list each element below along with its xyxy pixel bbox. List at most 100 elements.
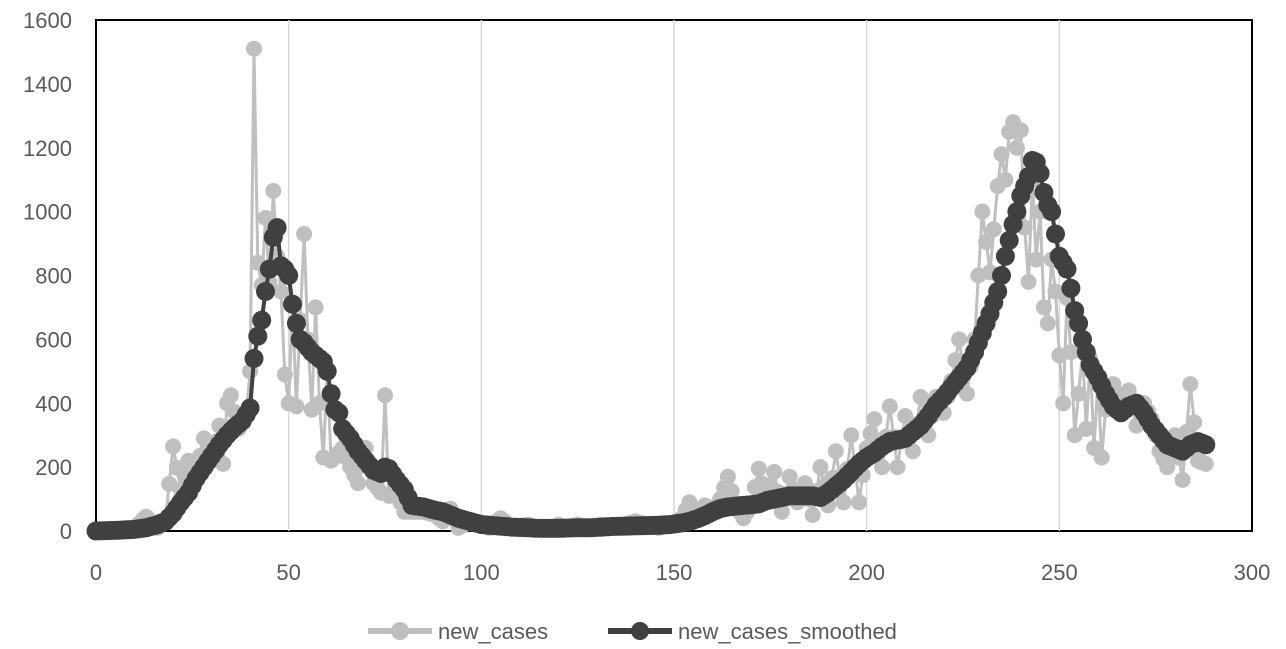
data-point-new-cases-smoothed [329,403,349,423]
data-point-new-cases-smoothed [1046,224,1065,244]
data-point-new-cases [276,366,293,383]
legend: new_cases new_cases_smoothed [368,619,897,644]
data-point-new-cases-smoothed [252,310,272,330]
data-point-new-cases [1028,251,1045,268]
data-point-new-cases-smoothed [317,361,337,381]
data-point-new-cases [222,387,239,404]
legend-label-new-cases-smoothed: new_cases_smoothed [678,619,897,644]
data-point-new-cases [835,494,852,511]
data-point-new-cases [904,443,921,460]
data-point-new-cases-smoothed [240,398,260,418]
x-tick-label: 0 [90,560,102,585]
data-point-new-cases [1197,455,1214,472]
y-tick-label: 1400 [23,72,72,97]
data-point-new-cases [889,459,906,476]
data-point-new-cases [978,234,995,250]
axis-tick-labels: 0 50 100 150 200 250 300 0 200 400 600 800 1000 1200 1… [23,8,1270,585]
data-point-new-cases [1062,344,1079,361]
data-point-new-cases-smoothed [995,246,1015,266]
data-point-new-cases-smoothed [1057,259,1077,279]
data-point-new-cases [723,483,740,500]
data-point-new-cases [1174,471,1191,488]
y-tick-label: 600 [35,327,72,352]
y-tick-label: 400 [35,391,72,416]
data-point-new-cases [296,226,313,242]
data-point-new-cases [843,427,860,444]
x-tick-label: 200 [848,560,885,585]
data-point-new-cases-smoothed [248,326,268,346]
series-layer [86,40,1216,541]
data-point-new-cases [1186,414,1203,431]
data-point-new-cases [1078,420,1095,437]
legend-swatch-marker-new-cases-smoothed [631,622,649,640]
data-point-new-cases [246,40,262,57]
data-point-new-cases [781,468,798,485]
data-point-new-cases [165,438,182,455]
data-point-new-cases [1120,382,1137,399]
y-tick-label: 1200 [23,136,72,161]
data-point-new-cases-smoothed [1030,163,1050,183]
data-point-new-cases [288,398,305,415]
x-tick-label: 300 [1234,560,1271,585]
data-point-new-cases-smoothed [988,282,1008,301]
y-tick-label: 1000 [23,200,72,225]
y-tick-label: 200 [35,455,72,480]
data-point-new-cases [1159,459,1176,476]
data-point-new-cases [766,463,783,480]
x-tick-label: 100 [463,560,500,585]
data-point-new-cases [1039,315,1056,332]
data-point-new-cases [881,398,898,415]
y-tick-label: 1600 [23,8,72,33]
vertical-gridlines [287,20,1061,531]
data-point-new-cases-smoothed [1061,278,1081,298]
x-tick-label: 150 [656,560,693,585]
data-point-new-cases-smoothed [999,230,1019,250]
data-point-new-cases-smoothed [992,266,1011,285]
legend-swatch-marker-new-cases [391,622,409,640]
data-point-new-cases-smoothed [267,218,287,238]
data-point-new-cases [1070,385,1087,402]
data-point-new-cases [350,475,366,492]
data-point-new-cases [993,146,1010,163]
data-point-new-cases [1055,395,1072,412]
data-point-new-cases [1008,139,1025,156]
data-point-new-cases [1035,299,1052,316]
data-point-new-cases [874,459,891,476]
data-point-new-cases [851,494,867,511]
data-point-new-cases [997,171,1014,188]
data-point-new-cases [958,385,975,402]
data-point-new-cases-smoothed [1007,202,1027,222]
data-point-new-cases [974,203,991,220]
data-point-new-cases-smoothed [286,313,306,333]
data-point-new-cases [827,443,844,460]
data-point-new-cases [804,507,821,523]
data-point-new-cases [866,411,883,428]
data-point-new-cases [1020,273,1037,290]
data-point-new-cases [985,221,1002,238]
data-point-new-cases [912,388,929,405]
x-tick-label: 50 [276,560,300,585]
data-point-new-cases [265,182,282,199]
data-point-new-cases [897,408,914,424]
data-point-new-cases-smoothed [1196,435,1216,455]
data-point-new-cases [951,331,968,348]
data-point-new-cases-smoothed [256,282,275,301]
y-tick-label: 800 [35,264,72,289]
data-point-new-cases [812,459,829,476]
data-point-new-cases [719,468,736,485]
data-point-new-cases-smoothed [244,349,264,368]
legend-label-new-cases: new_cases [438,619,548,644]
x-tick-label: 250 [1041,560,1078,585]
data-point-new-cases-smoothed [1069,313,1089,333]
data-point-new-cases [307,299,324,316]
data-point-new-cases-smoothed [1042,202,1062,222]
data-point-new-cases [1093,449,1110,466]
data-point-new-cases [750,460,767,477]
data-point-new-cases [377,387,393,404]
data-point-new-cases-smoothed [279,266,299,285]
data-point-new-cases-smoothed [321,384,341,404]
data-point-new-cases [1012,122,1029,139]
data-point-new-cases [273,283,289,300]
